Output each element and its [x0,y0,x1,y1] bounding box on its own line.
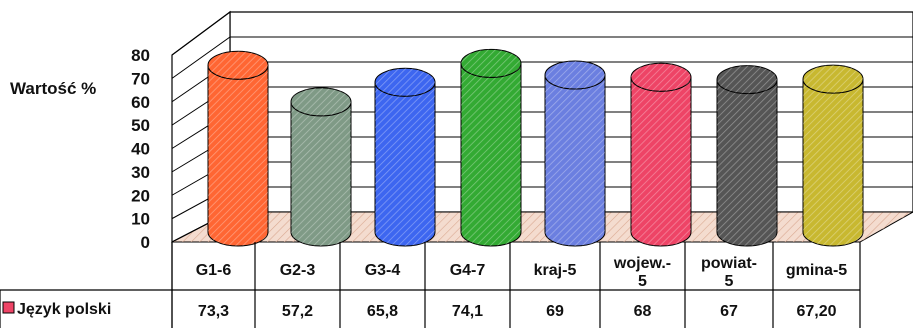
data-label: 68 [634,303,652,320]
bar-top-hatch [291,87,351,116]
data-label: 67 [720,303,738,320]
bar-hatch [291,101,351,247]
x-tick-label: G4-7 [450,262,486,279]
data-label: 57,2 [282,303,313,320]
bar [716,65,778,247]
bar [544,60,606,247]
bar-top-hatch [545,61,605,90]
data-label: 65,8 [367,303,398,320]
bar-top-hatch [461,49,521,78]
y-tick-label: 70 [131,69,150,88]
gridline [171,11,913,56]
x-tick-label: G1-6 [196,262,232,279]
bars [207,48,864,247]
bar [630,62,692,247]
bar-hatch [461,63,521,246]
floor-hatch [172,212,913,242]
x-tick-label: wojew.- [613,255,671,272]
bar-top-hatch [803,65,863,94]
y-tick-label: 50 [131,116,150,135]
bar [460,48,522,247]
data-label: 73,3 [198,303,229,320]
bar [207,50,269,247]
data-table: G1-6 G2-3 G3-4 G4-7 kraj-5 wojew.-5powiat-5gm… [0,242,861,328]
bar-hatch [803,79,863,247]
bar-hatch [717,79,777,246]
bar-hatch [631,77,691,246]
bar-top-hatch [375,68,435,97]
x-tick-label: powiat- [701,255,757,272]
data-label: 74,1 [452,303,483,320]
y-tick-label: 30 [131,163,150,182]
y-tick-label: 60 [131,93,150,112]
x-tick-label: gmina-5 [786,262,847,279]
x-tick-label: 5 [638,273,647,290]
bar-hatch [208,65,268,246]
y-tick-label: 0 [141,233,150,252]
y-tick-label: 10 [131,210,150,229]
y-axis-label: Wartość % [10,79,96,98]
bar [374,67,436,247]
bar-hatch [545,75,605,247]
bar-top-hatch [717,65,777,94]
y-tick-label: 40 [131,140,150,159]
data-label: 67,20 [796,303,836,320]
x-tick-label: G3-4 [365,262,401,279]
x-tick-label: G2-3 [280,262,316,279]
y-tick-label: 20 [131,186,150,205]
legend-swatch [2,301,15,314]
data-label: 69 [546,303,564,320]
gridline [171,36,913,79]
bar-hatch [375,82,435,247]
y-tick-label: 80 [131,46,150,65]
bar [802,64,864,247]
bar-top-hatch [631,63,691,92]
y-axis-ticks: 0 10 20 30 40 50 60 70 80 [131,46,150,252]
legend-label: Język polski [17,301,111,318]
x-tick-label: 5 [725,273,734,290]
x-tick-label: kraj-5 [534,262,577,279]
bar-top-hatch [208,51,268,80]
bar [290,87,352,247]
